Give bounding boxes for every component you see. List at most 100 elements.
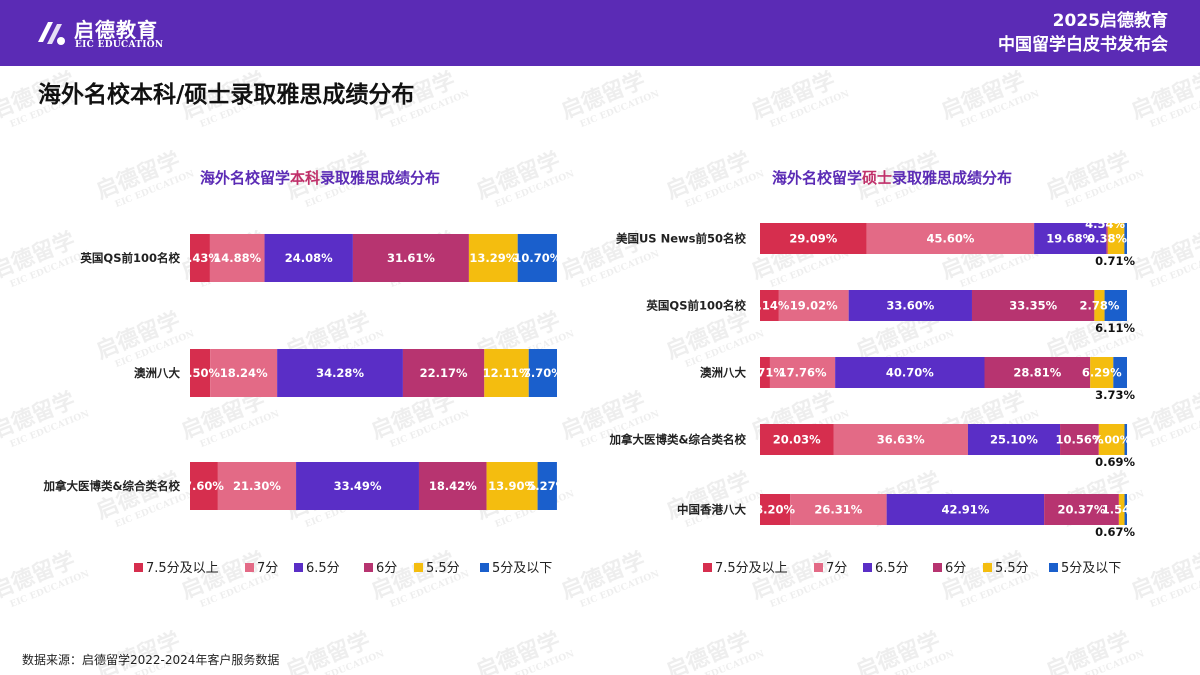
- data-label: 45.60%: [926, 232, 974, 246]
- bar-segment: [484, 349, 529, 397]
- legend-swatch: [480, 563, 489, 572]
- legend-swatch: [703, 563, 712, 572]
- data-label: 5.43%: [180, 251, 220, 265]
- bar-segment: [1044, 494, 1119, 525]
- bar-segment: [971, 290, 1095, 321]
- bar-segment: [352, 234, 469, 282]
- bar-segment: [1118, 494, 1125, 525]
- legend-label: 7.5分及以上: [715, 561, 788, 576]
- data-label: 7.60%: [184, 479, 224, 493]
- data-label: 42.91%: [941, 503, 989, 517]
- bar-segment: [835, 357, 985, 388]
- bar-segment: [769, 357, 836, 388]
- legend-swatch: [983, 563, 992, 572]
- data-label: 18.42%: [429, 479, 477, 493]
- event-line-1: 2025启德教育: [1052, 11, 1168, 31]
- bar-segment: [277, 349, 403, 397]
- bar-segment: [210, 349, 278, 397]
- data-label: 19.02%: [790, 299, 838, 313]
- data-label: 20.03%: [773, 433, 821, 447]
- data-label: 0.71%: [1095, 254, 1135, 268]
- bar-segment: [418, 462, 487, 510]
- data-label: 36.63%: [877, 433, 925, 447]
- data-label: 3.73%: [1095, 388, 1135, 402]
- bar-segment: [1090, 357, 1114, 388]
- data-label: 6.11%: [1095, 321, 1135, 335]
- brand-logo: 启德教育 EIC EDUCATION: [34, 12, 184, 56]
- category-label: 澳洲八大: [700, 366, 746, 380]
- category-label: 美国US News前50名校: [616, 232, 747, 246]
- legend-swatch: [245, 563, 254, 572]
- chart-title: 海外名校留学本科录取雅思成绩分布: [200, 169, 440, 187]
- category-label: 加拿大医博类&综合类名校: [608, 433, 746, 447]
- top-banner: 启德教育 EIC EDUCATION 2025启德教育 中国留学白皮书发布会: [0, 0, 1200, 66]
- legend-label: 7分: [826, 561, 847, 576]
- brand-name: 启德教育: [74, 18, 158, 42]
- bar-segment: [296, 462, 419, 510]
- bar-segment: [778, 290, 849, 321]
- category-label: 英国QS前100名校: [645, 299, 746, 313]
- bar-segment: [402, 349, 485, 397]
- legend-swatch: [294, 563, 303, 572]
- data-label: 5.50%: [180, 366, 220, 380]
- bar-segment: [760, 424, 834, 455]
- data-label: 8.20%: [755, 503, 795, 517]
- data-label: 28.81%: [1013, 366, 1061, 380]
- legend-label: 6分: [376, 561, 397, 576]
- bar-segment: [217, 462, 297, 510]
- legend-swatch: [1049, 563, 1058, 572]
- data-label: 5.14%: [749, 299, 789, 313]
- chart-title: 海外名校留学硕士录取雅思成绩分布: [772, 169, 1012, 187]
- bar-segment: [190, 234, 210, 282]
- legend-swatch: [863, 563, 872, 572]
- legend-swatch: [134, 563, 143, 572]
- eic-logo-icon: [38, 22, 65, 45]
- bar-segment: [760, 494, 791, 525]
- bar-segment: [790, 494, 887, 525]
- event-line-2: 中国留学白皮书发布会: [998, 35, 1168, 55]
- bar-segment: [528, 349, 557, 397]
- bar-segment: [209, 234, 265, 282]
- bar-segment: [1106, 223, 1108, 254]
- legend-label: 5.5分: [426, 561, 460, 576]
- data-label: 21.30%: [233, 479, 281, 493]
- data-source: 数据来源：启德留学2022-2024年客户服务数据: [22, 653, 280, 667]
- data-label: 6.29%: [1082, 366, 1122, 380]
- legend-label: 7分: [257, 561, 278, 576]
- bar-segment: [1104, 290, 1127, 321]
- data-label: 14.88%: [213, 251, 261, 265]
- bar-segment: [1113, 357, 1127, 388]
- bar-segment: [1124, 494, 1127, 525]
- data-label: 0.38%: [1087, 232, 1127, 246]
- data-label: 0.67%: [1095, 525, 1135, 539]
- bar-segment: [190, 462, 218, 510]
- data-label: 31.61%: [387, 251, 435, 265]
- category-label: 澳洲八大: [134, 366, 180, 380]
- bar-segment: [1094, 290, 1105, 321]
- bar-segment: [468, 234, 518, 282]
- bar-segment: [760, 290, 779, 321]
- bar-segment: [486, 462, 538, 510]
- data-label: 7.70%: [523, 366, 563, 380]
- bar-segment: [866, 223, 1035, 254]
- bar-segment: [967, 424, 1061, 455]
- legend-label: 5分及以下: [492, 561, 552, 576]
- legend-swatch: [414, 563, 423, 572]
- legend-label: 7.5分及以上: [146, 561, 219, 576]
- data-label: 24.08%: [285, 251, 333, 265]
- page-title: 海外名校本科/硕士录取雅思成绩分布: [38, 82, 415, 108]
- bar-segment: [848, 290, 972, 321]
- data-label: 4.54%: [1085, 217, 1125, 231]
- data-label: 34.28%: [316, 366, 364, 380]
- bar-segment: [1124, 223, 1127, 254]
- bar-segment: [1034, 223, 1107, 254]
- data-label: 2.78%: [1080, 299, 1120, 313]
- category-label: 英国QS前100名校: [79, 251, 180, 265]
- data-label: 29.09%: [789, 232, 837, 246]
- data-label: 12.11%: [483, 366, 531, 380]
- bar-segment: [517, 234, 557, 282]
- data-label: 22.17%: [420, 366, 468, 380]
- event-title: 2025启德教育 中国留学白皮书发布会: [998, 9, 1168, 57]
- data-label: 7.00%: [1093, 434, 1131, 447]
